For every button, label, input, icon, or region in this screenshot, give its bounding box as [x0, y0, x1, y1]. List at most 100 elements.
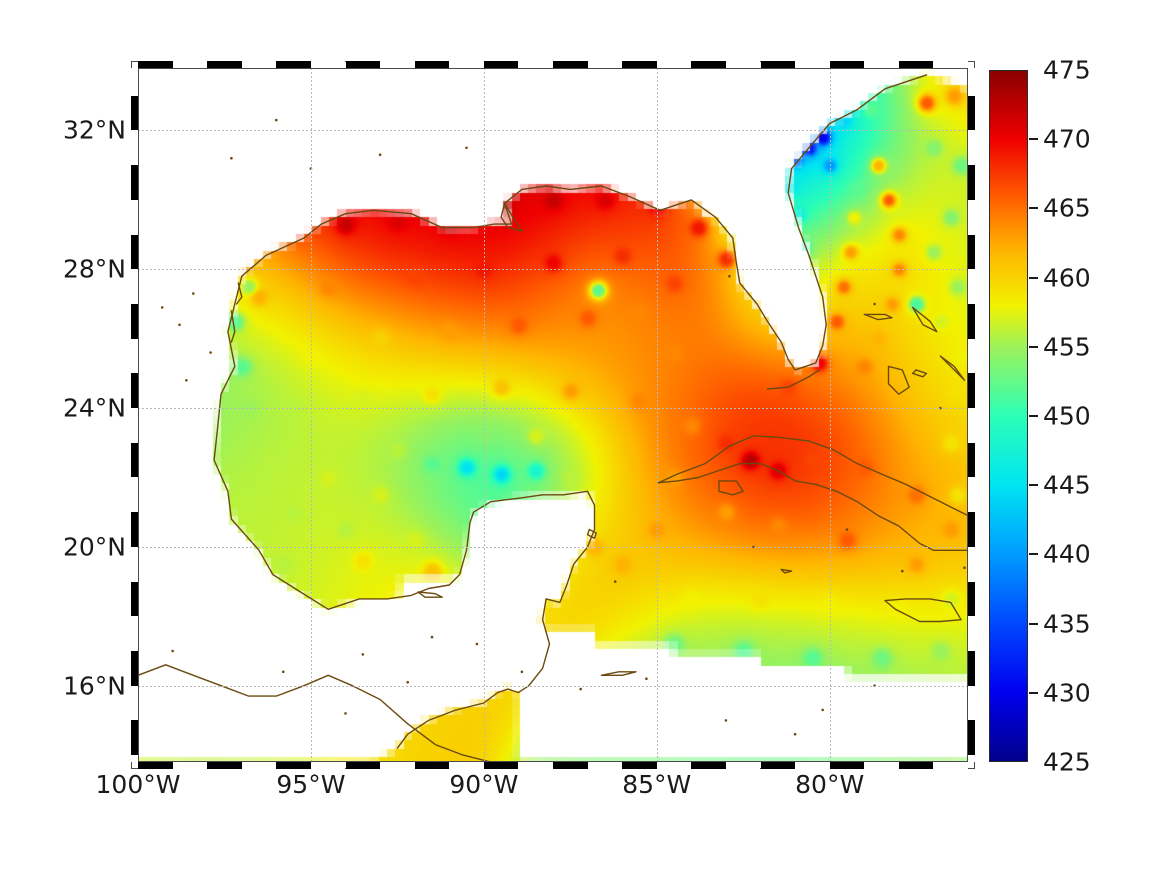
frame-segment: [345, 762, 381, 769]
island-marker: [230, 156, 233, 160]
frame-segment: [968, 68, 975, 96]
island-marker: [728, 274, 731, 278]
coastline-segment: [939, 355, 966, 381]
coastline-segment: [235, 282, 243, 305]
frame-segment: [131, 234, 138, 270]
coastline-segment: [780, 568, 793, 574]
frame-segment: [131, 616, 138, 651]
x-axis-tick-label: 80°W: [795, 770, 865, 799]
colorbar-tick: [1029, 691, 1038, 694]
y-axis-tick-label: 24°N: [62, 393, 126, 423]
x-axis-tick-label: 85°W: [622, 770, 692, 799]
frame-segment: [241, 762, 277, 769]
coastline-segment: [417, 591, 443, 598]
island-marker: [378, 153, 382, 156]
frame-segment: [449, 61, 484, 68]
frame-segment: [864, 61, 899, 68]
frame-segment: [310, 61, 346, 68]
island-marker: [344, 712, 347, 715]
gridline-horizontal: [138, 685, 968, 687]
frame-segment: [968, 650, 975, 686]
frame-segment: [622, 762, 657, 769]
frame-segment: [131, 165, 138, 200]
frame-segment: [380, 61, 415, 68]
frame-segment: [656, 762, 692, 769]
island-marker: [282, 670, 285, 674]
frame-segment: [760, 762, 796, 769]
frame-segment: [131, 477, 138, 513]
colorbar-tick: [1029, 553, 1038, 556]
colorbar-tick-label: 425: [1043, 747, 1091, 777]
colorbar-tick-label: 435: [1043, 609, 1091, 639]
frame-segment: [968, 373, 975, 409]
colorbar-tick-label: 455: [1043, 332, 1091, 362]
x-axis-tick-label: 90°W: [449, 770, 519, 799]
colorbar[interactable]: [989, 70, 1028, 762]
y-axis-tick-label: 28°N: [62, 254, 126, 284]
frame-segment: [968, 95, 975, 131]
frame-segment: [138, 762, 173, 769]
frame-segment: [131, 199, 138, 235]
island-marker: [613, 580, 617, 583]
frame-segment: [207, 762, 242, 769]
island-marker: [185, 379, 188, 382]
frame-segment: [131, 269, 138, 304]
island-marker: [963, 566, 966, 569]
frame-segment: [138, 61, 173, 68]
coastline-segment: [863, 313, 893, 321]
gridline-vertical: [829, 68, 831, 762]
gridline-horizontal: [138, 269, 968, 271]
coastline-overlay: [138, 74, 968, 762]
frame-segment: [829, 762, 865, 769]
frame-segment: [131, 373, 138, 409]
island-marker: [178, 323, 181, 327]
frame-segment: [968, 581, 975, 617]
colorbar-tick: [1029, 345, 1038, 348]
frame-segment: [864, 762, 899, 769]
frame-segment: [968, 512, 975, 547]
gridline-vertical: [483, 68, 485, 762]
frame-segment: [587, 61, 623, 68]
frame-segment: [968, 477, 975, 513]
coastline-segment: [718, 480, 744, 496]
colorbar-tick: [1029, 415, 1038, 417]
island-marker: [873, 302, 876, 306]
gridline-vertical: [656, 68, 658, 762]
frame-segment: [968, 165, 975, 200]
coastline-segment: [500, 202, 523, 232]
island-marker: [465, 146, 468, 150]
coastline-segment: [912, 306, 938, 333]
frame-segment: [933, 762, 968, 769]
island-marker: [724, 719, 728, 722]
gridline-horizontal: [138, 130, 968, 132]
island-marker: [793, 732, 797, 736]
coastline-paths: [138, 74, 968, 762]
coastline-segment: [884, 598, 962, 623]
colorbar-tick-label: 430: [1043, 678, 1091, 708]
y-axis-tick-label: 20°N: [62, 532, 126, 562]
island-marker: [845, 528, 849, 531]
frame-segment: [656, 61, 692, 68]
frame-segment: [131, 720, 138, 756]
frame-segment: [898, 61, 934, 68]
coastline-segment: [912, 369, 928, 378]
frame-segment: [725, 762, 761, 769]
frame-segment: [131, 338, 138, 374]
colorbar-tick: [1029, 207, 1038, 210]
frame-segment: [483, 762, 519, 769]
frame-segment: [691, 61, 726, 68]
frame-segment: [968, 442, 975, 478]
colorbar-tick-label: 470: [1043, 124, 1091, 154]
island-marker: [192, 292, 195, 295]
colorbar-tick-label: 465: [1043, 193, 1091, 223]
frame-segment: [172, 61, 208, 68]
frame-segment: [933, 61, 968, 68]
colorbar-gradient: [990, 71, 1027, 761]
frame-segment: [968, 338, 975, 374]
frame-segment: [968, 408, 975, 443]
frame-segment: [414, 61, 450, 68]
frame-segment: [968, 685, 975, 721]
frame-segment: [968, 546, 975, 582]
coastline-segment: [766, 369, 820, 390]
